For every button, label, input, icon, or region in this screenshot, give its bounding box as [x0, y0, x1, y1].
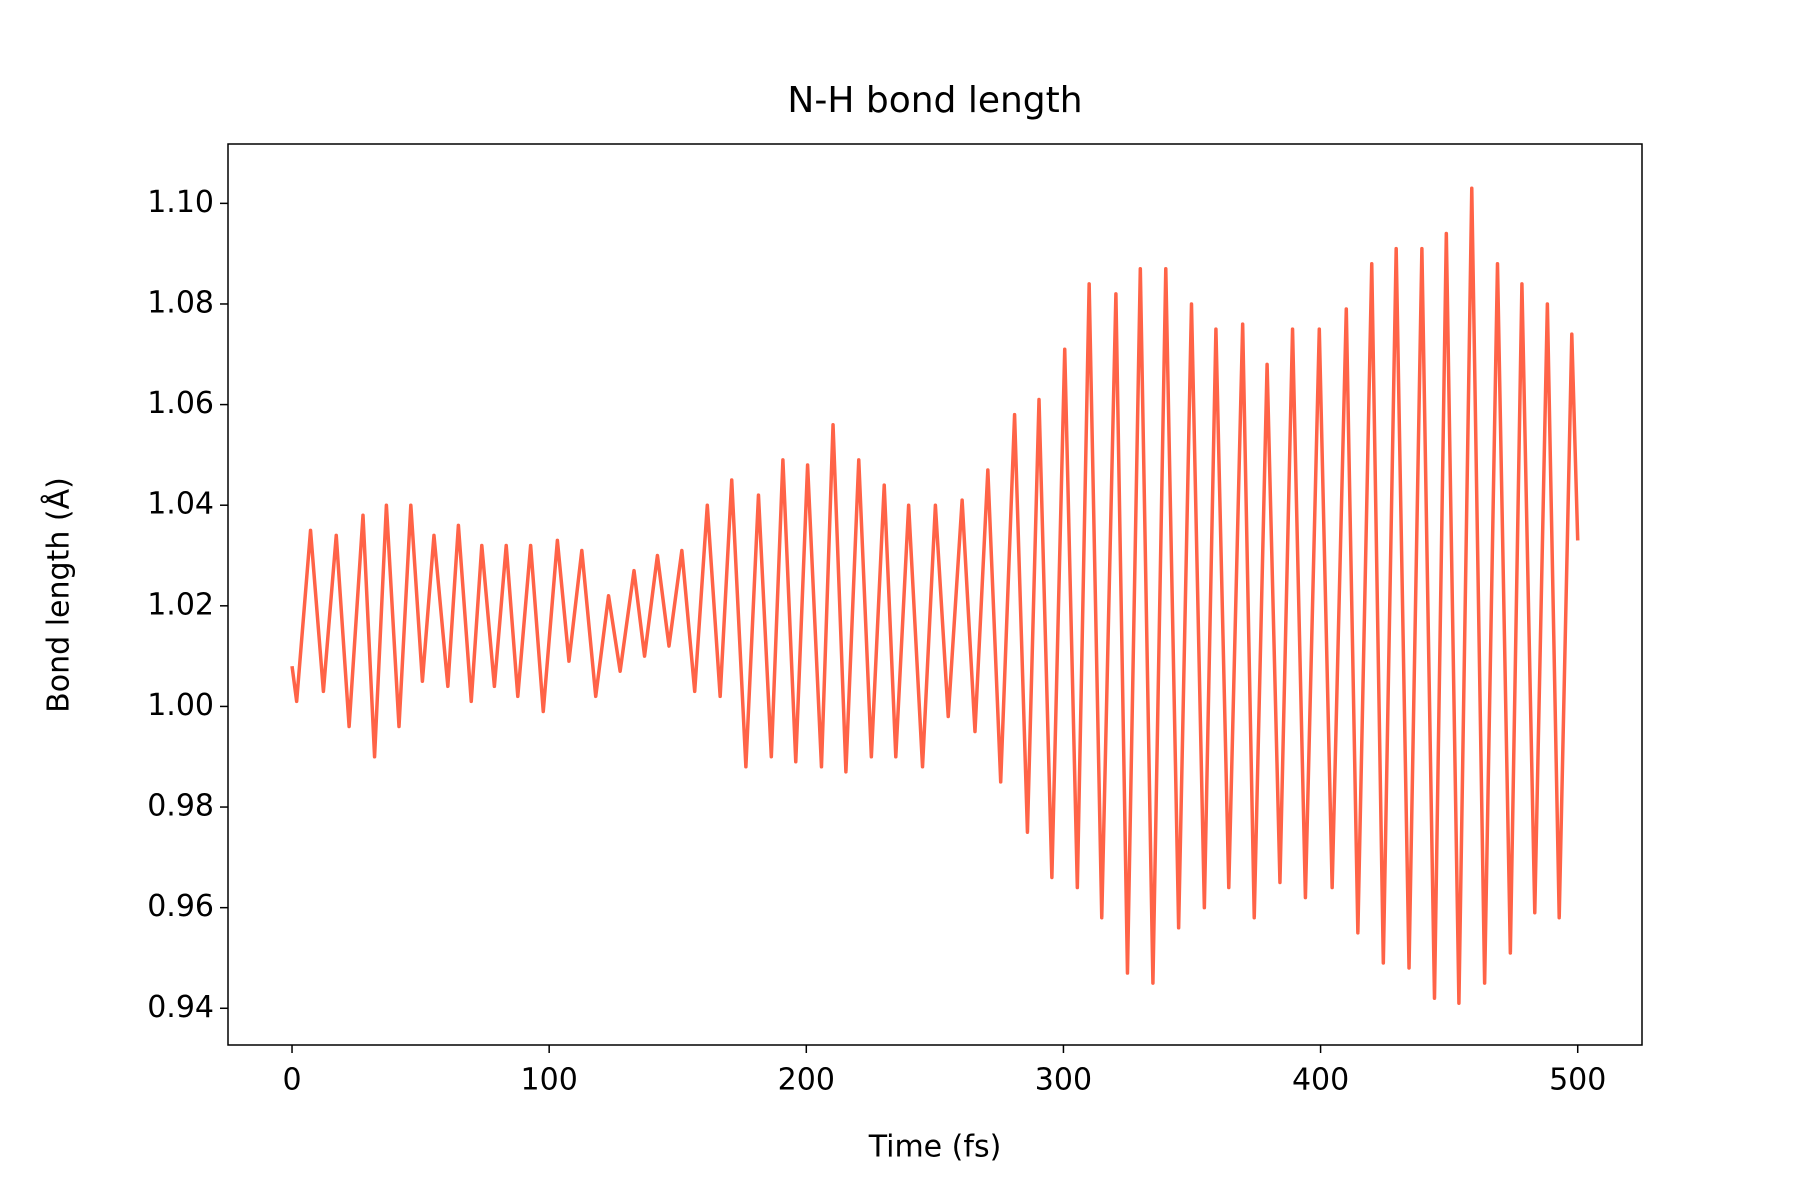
chart-title: N-H bond length	[787, 80, 1082, 121]
y-tick-label: 0.96	[147, 889, 214, 924]
x-tick-label: 400	[1292, 1063, 1349, 1098]
y-tick-label: 1.02	[147, 587, 214, 622]
x-tick-label: 300	[1035, 1063, 1092, 1098]
x-tick-label: 100	[521, 1063, 578, 1098]
y-tick-label: 0.98	[147, 789, 214, 824]
x-tick-label: 0	[282, 1063, 301, 1098]
y-tick-label: 1.10	[147, 185, 214, 220]
y-axis-label: Bond length (Å)	[41, 477, 77, 713]
x-tick-label: 500	[1549, 1063, 1606, 1098]
y-tick-label: 1.04	[147, 487, 214, 522]
y-tick-label: 0.94	[147, 990, 214, 1025]
y-tick-label: 1.06	[147, 386, 214, 421]
x-tick-label: 200	[778, 1063, 835, 1098]
data-line	[290, 186, 1580, 1005]
y-tick-label: 1.00	[147, 688, 214, 723]
x-axis-label: Time (fs)	[868, 1130, 1002, 1165]
plot-frame	[227, 143, 1643, 1046]
y-tick-label: 1.08	[147, 285, 214, 320]
